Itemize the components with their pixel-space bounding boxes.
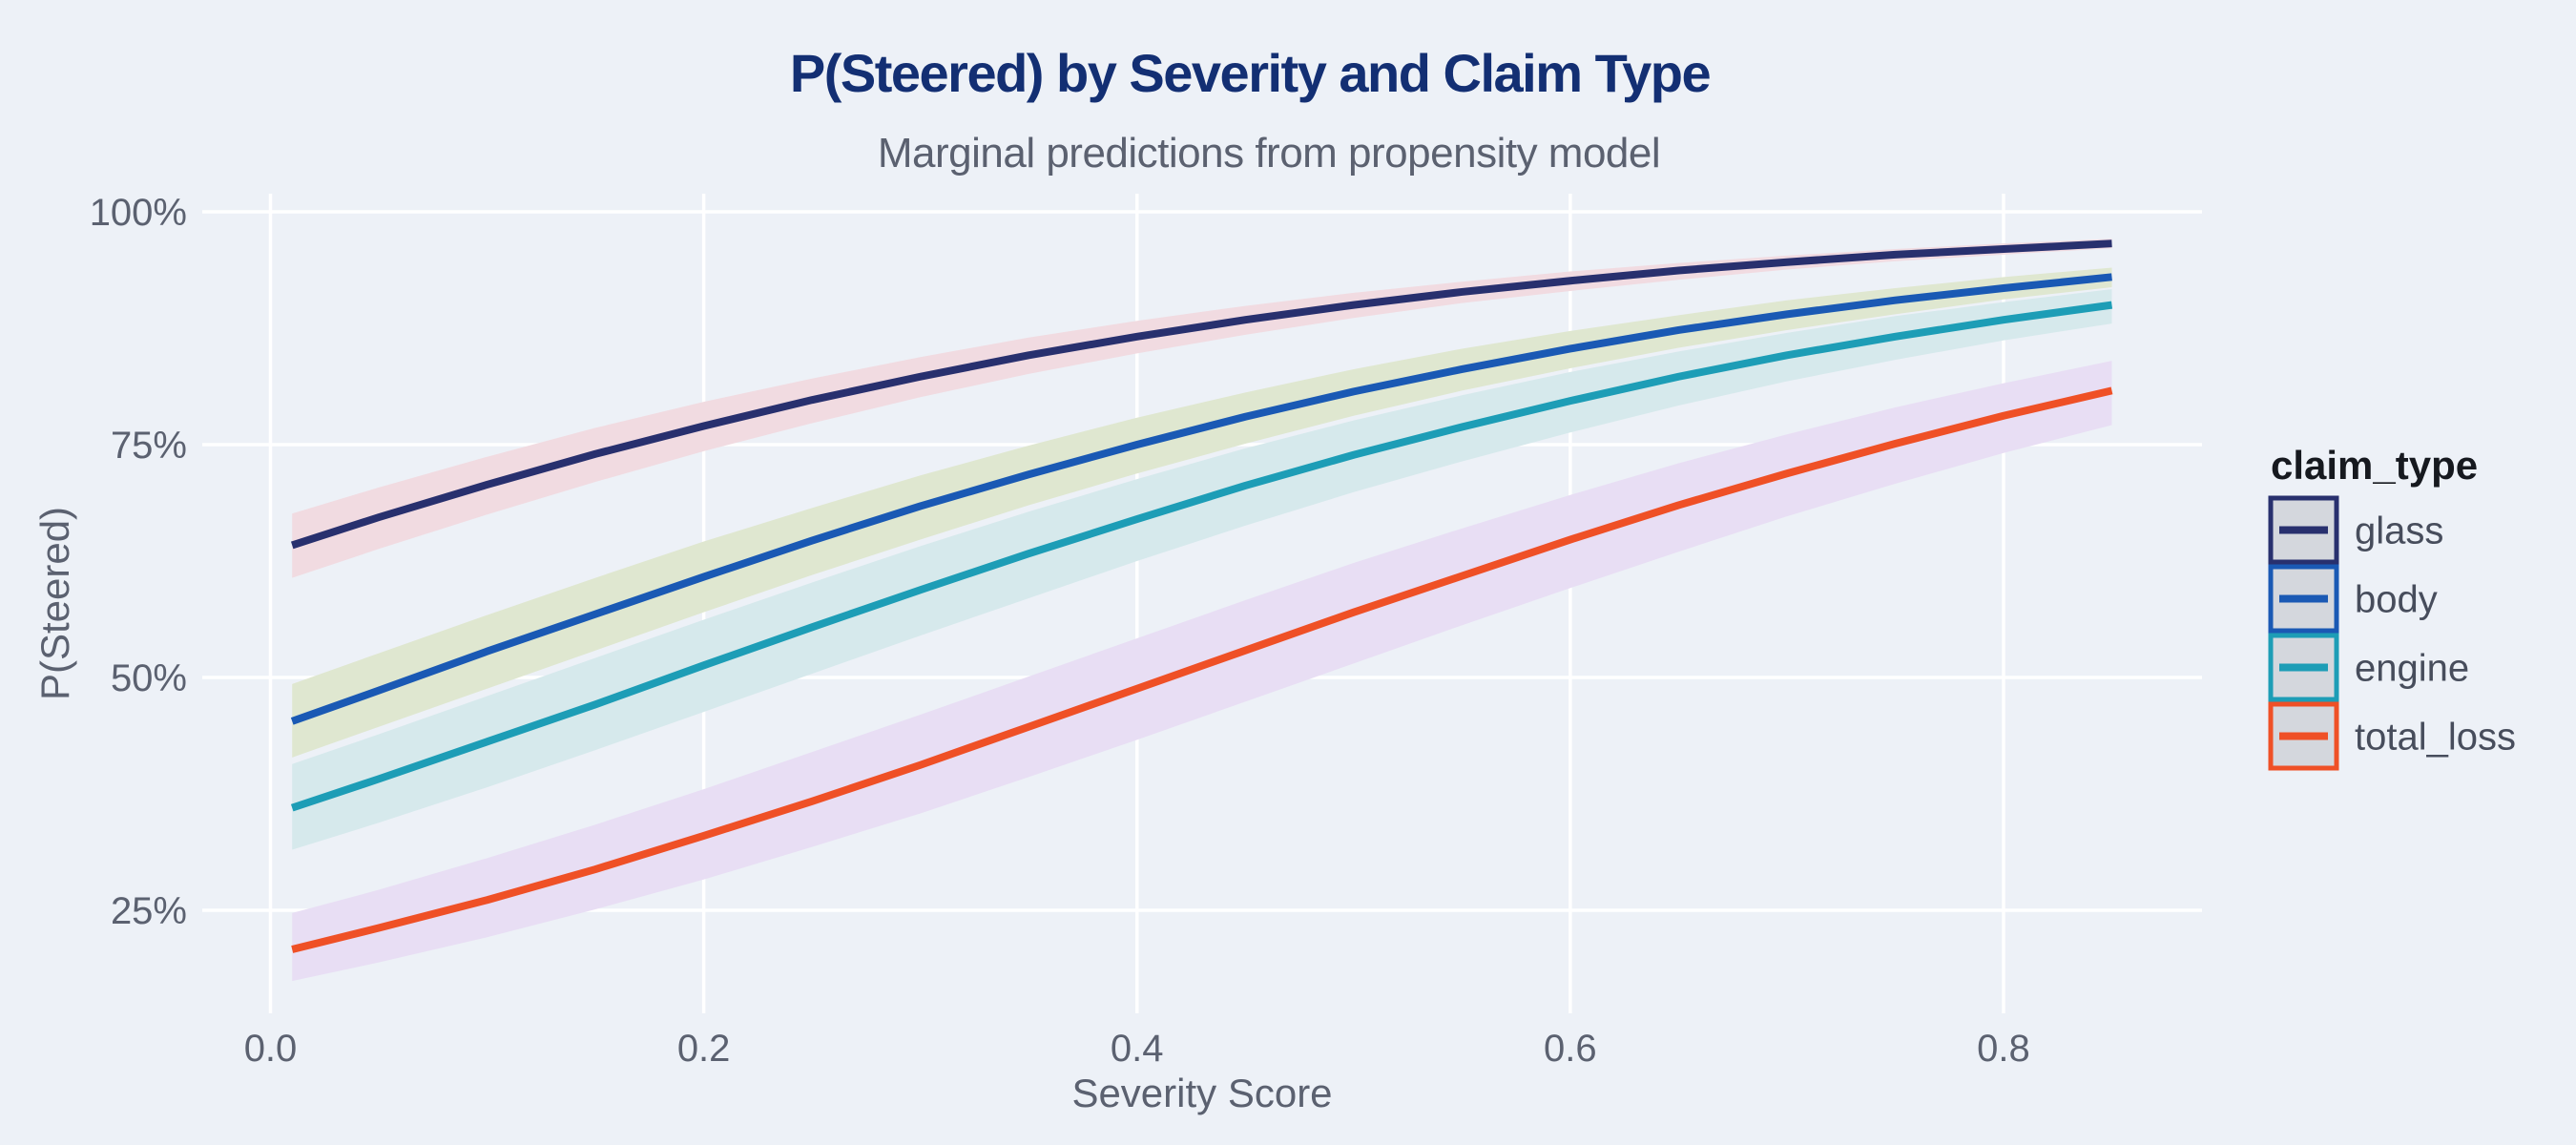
- legend-label-total_loss: total_loss: [2355, 717, 2516, 759]
- chart-title: P(Steered) by Severity and Claim Type: [789, 43, 1712, 103]
- x-tick-label-0.4: 0.4: [1111, 1028, 1164, 1070]
- y-tick-label-25pct: 25%: [111, 890, 187, 932]
- legend-key-total_loss: total_loss: [2268, 701, 2516, 771]
- legend-label-engine: engine: [2355, 648, 2469, 690]
- y-axis-title: P(Steered): [32, 507, 77, 700]
- legend-key-engine: engine: [2268, 633, 2469, 702]
- x-axis-title: Severity Score: [1071, 1071, 1332, 1115]
- x-tick-label-0.0: 0.0: [244, 1028, 298, 1070]
- chart-subtitle: Marginal predictions from propensity mod…: [877, 130, 1661, 177]
- line-glass: [290, 239, 2112, 550]
- legend-label-body: body: [2355, 579, 2438, 621]
- x-tick-label-0.2: 0.2: [677, 1028, 731, 1070]
- y-tick-label-50pct: 50%: [111, 657, 187, 699]
- y-tick-label-100pct: 100%: [90, 192, 187, 234]
- legend-key-glass: glass: [2268, 495, 2443, 565]
- legend-key-line-engine: [2279, 663, 2328, 672]
- legend-key-line-total_loss: [2279, 732, 2328, 740]
- line-engine: [290, 301, 2113, 812]
- legend-key-line-body: [2279, 594, 2328, 603]
- line-body: [290, 273, 2112, 725]
- legend-label-glass: glass: [2355, 510, 2443, 552]
- legend-key-line-glass: [2279, 526, 2328, 534]
- y-tick-label-75pct: 75%: [111, 425, 187, 467]
- line-total_loss: [291, 386, 2113, 953]
- x-tick-label-0.8: 0.8: [1977, 1028, 2030, 1070]
- x-tick-label-0.6: 0.6: [1544, 1028, 1597, 1070]
- ribbon-engine: [292, 289, 2112, 850]
- legend-title: claim_type: [2271, 443, 2478, 488]
- legend-key-body: body: [2268, 564, 2438, 634]
